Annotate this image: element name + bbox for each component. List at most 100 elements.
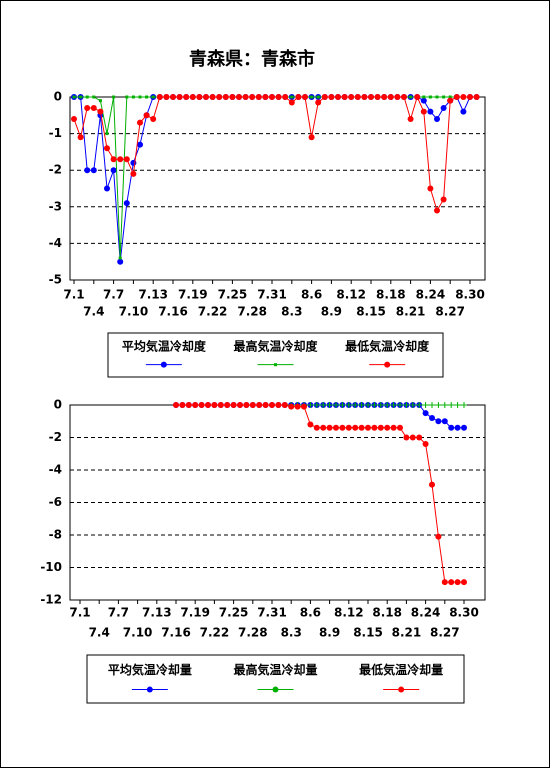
- marker: [310, 95, 314, 99]
- marker: [313, 424, 320, 431]
- marker: [397, 402, 403, 408]
- marker: [98, 99, 102, 103]
- y-tick-label: 0: [54, 90, 62, 104]
- marker: [440, 104, 447, 111]
- x-tick-label: 8.21: [392, 626, 422, 640]
- x-tick-label: 7.25: [218, 288, 248, 302]
- marker: [339, 402, 346, 408]
- marker: [442, 95, 446, 99]
- marker: [345, 402, 352, 408]
- marker: [434, 207, 440, 214]
- marker: [189, 94, 196, 100]
- marker: [272, 686, 279, 693]
- marker: [112, 95, 116, 99]
- marker: [390, 424, 397, 431]
- marker: [414, 94, 421, 100]
- x-tick-label: 7.13: [142, 606, 172, 620]
- chart-title: 青森県：青森市: [189, 48, 315, 70]
- marker: [217, 402, 224, 408]
- marker: [192, 402, 199, 408]
- legend-box: [107, 332, 444, 378]
- marker: [77, 134, 84, 141]
- marker: [339, 424, 346, 431]
- marker: [422, 95, 426, 99]
- marker: [333, 402, 339, 408]
- marker: [352, 402, 359, 408]
- marker: [358, 402, 365, 408]
- x-tick-label: 7.10: [119, 305, 149, 319]
- marker: [90, 167, 97, 174]
- marker: [105, 132, 109, 136]
- marker: [326, 424, 333, 431]
- marker: [179, 402, 186, 408]
- x-tick-label: 8.30: [455, 288, 485, 302]
- marker: [326, 402, 333, 408]
- marker: [302, 94, 308, 100]
- x-tick-label: 8.6: [301, 288, 322, 302]
- marker: [401, 94, 407, 100]
- marker: [361, 94, 368, 100]
- marker: [198, 402, 205, 408]
- marker: [237, 402, 243, 408]
- marker: [185, 402, 192, 408]
- marker: [384, 402, 391, 408]
- marker: [365, 424, 371, 431]
- marker: [321, 94, 328, 100]
- x-tick-label: 7.13: [138, 288, 168, 302]
- marker: [137, 141, 143, 148]
- x-tick-label: 7.31: [257, 606, 287, 620]
- x-tick-label: 8.9: [319, 626, 340, 640]
- marker: [473, 94, 480, 100]
- marker: [320, 402, 327, 408]
- marker: [365, 402, 371, 408]
- legend-label: 平均気温冷却度: [122, 339, 207, 354]
- marker: [224, 402, 231, 408]
- marker: [118, 256, 122, 260]
- x-tick-label: 8.24: [416, 288, 446, 302]
- x-tick-label: 7.16: [161, 626, 191, 640]
- legend-label: 最低気温冷却度: [345, 339, 430, 354]
- y-tick-label: -4: [49, 463, 62, 477]
- marker: [429, 415, 435, 421]
- series-line: [74, 96, 477, 262]
- marker: [422, 410, 429, 417]
- x-tick-label: 8.27: [435, 305, 465, 319]
- legend-box: [86, 654, 465, 704]
- marker: [420, 108, 427, 115]
- marker: [269, 402, 275, 408]
- marker: [170, 94, 176, 100]
- y-tick-label: -8: [49, 528, 62, 542]
- marker: [397, 424, 403, 431]
- marker: [288, 403, 295, 410]
- marker: [422, 441, 429, 447]
- marker: [274, 363, 277, 367]
- marker: [173, 402, 179, 408]
- marker: [328, 94, 335, 100]
- marker: [294, 403, 301, 410]
- series-line: [176, 404, 464, 429]
- x-tick-label: 7.19: [180, 606, 210, 620]
- marker: [448, 95, 452, 99]
- marker: [320, 424, 327, 431]
- marker: [290, 95, 294, 99]
- x-tick-label: 7.1: [69, 606, 90, 620]
- x-tick-label: 8.21: [396, 305, 426, 319]
- marker: [281, 402, 288, 408]
- marker: [461, 402, 467, 408]
- x-tick-label: 8.24: [411, 606, 441, 620]
- marker: [335, 94, 341, 100]
- marker: [354, 94, 361, 100]
- marker: [262, 94, 269, 100]
- marker: [398, 686, 405, 693]
- marker: [307, 402, 314, 408]
- marker: [143, 112, 150, 119]
- x-tick-label: 8.12: [334, 606, 364, 620]
- marker: [333, 424, 339, 431]
- marker: [368, 94, 374, 100]
- y-tick-label: -6: [49, 495, 62, 509]
- marker: [137, 119, 143, 126]
- marker: [377, 402, 384, 408]
- marker: [288, 99, 295, 106]
